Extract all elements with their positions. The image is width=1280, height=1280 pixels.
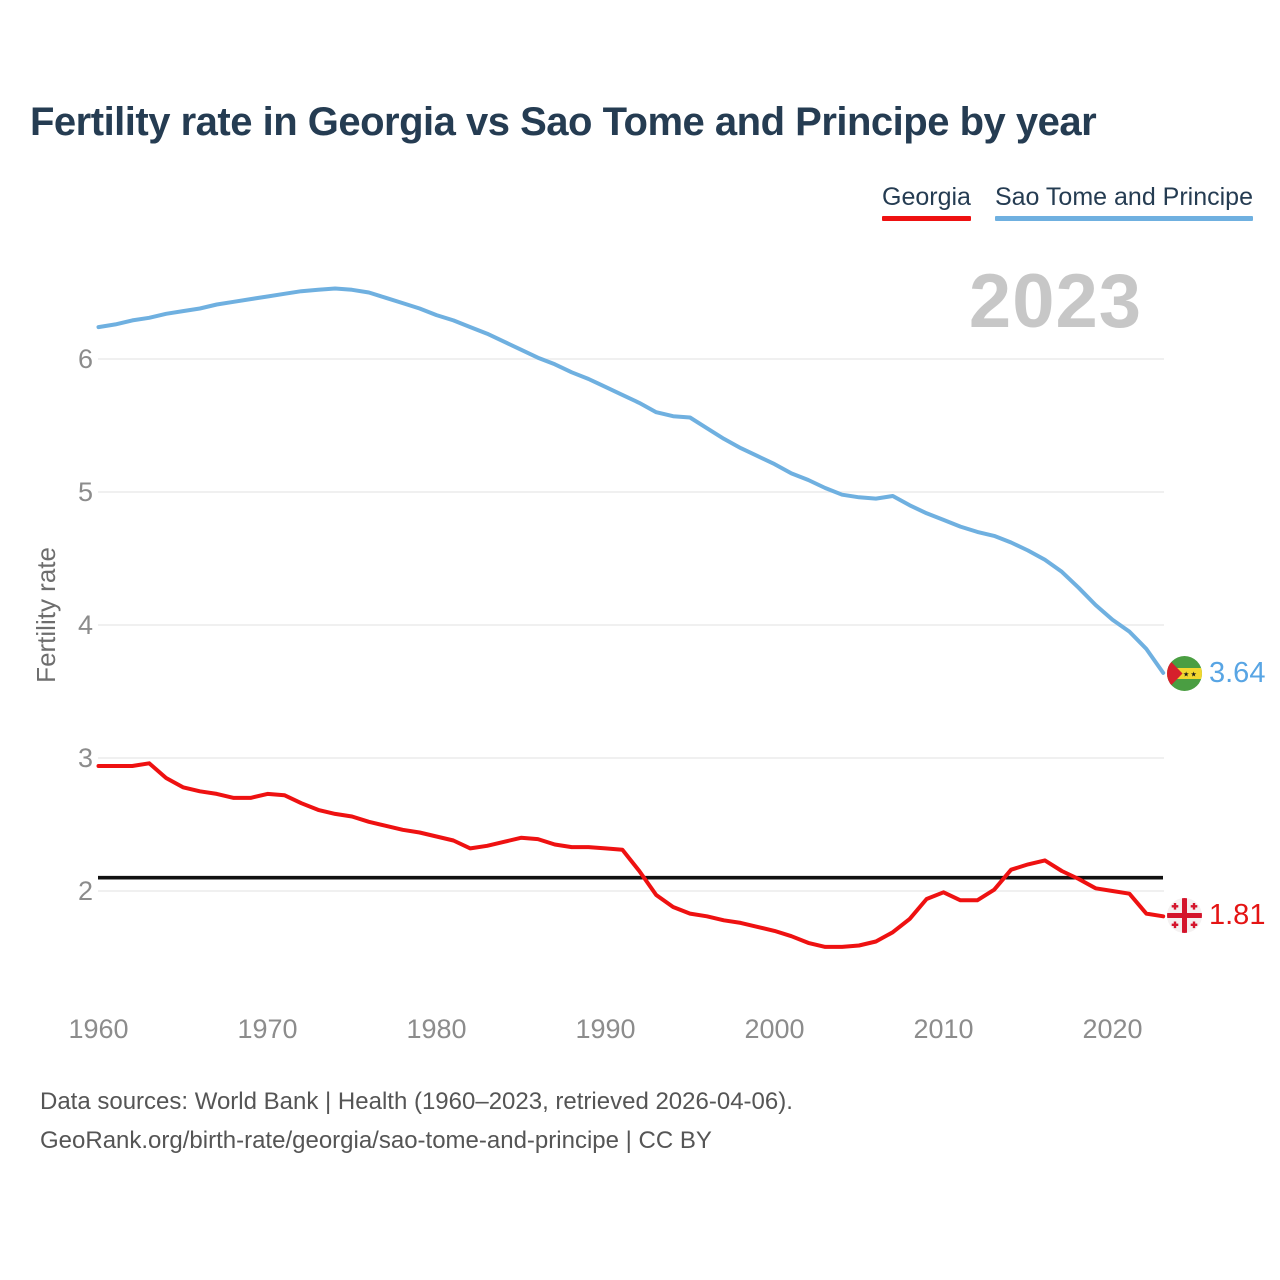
attribution-line[interactable]: GeoRank.org/birth-rate/georgia/sao-tome-…: [40, 1127, 712, 1154]
series-line-sao-tome-and-principe: [96, 286, 1166, 675]
data-sources-line: Data sources: World Bank | Health (1960–…: [40, 1088, 793, 1115]
y-tick-label: 2: [78, 876, 93, 906]
y-tick-label: 4: [78, 610, 93, 640]
y-tick-label: 3: [78, 743, 93, 773]
legend-label-georgia: Georgia: [882, 183, 971, 211]
svg-text:★: ★: [1191, 671, 1197, 679]
x-tick-label: 2010: [913, 1014, 973, 1044]
x-tick-label: 2000: [744, 1014, 804, 1044]
legend: Georgia Sao Tome and Principe: [882, 183, 1253, 221]
legend-underline-georgia: [882, 216, 971, 221]
legend-item-sao-tome[interactable]: Sao Tome and Principe: [994, 183, 1253, 221]
footer: Data sources: World Bank | Health (1960–…: [40, 1082, 793, 1160]
year-watermark: 2023: [968, 259, 1142, 344]
endpoint-value-georgia: 1.81: [1209, 899, 1266, 931]
legend-item-georgia[interactable]: Georgia: [882, 183, 971, 221]
legend-label-sao-tome: Sao Tome and Principe: [994, 183, 1253, 211]
y-tick-label: 5: [78, 477, 93, 507]
x-tick-label: 1970: [237, 1014, 297, 1044]
endpoint-label-georgia: 1.81: [1167, 898, 1265, 933]
page-title: Fertility rate in Georgia vs Sao Tome an…: [30, 100, 1097, 144]
series-line-georgia: [96, 761, 1166, 949]
x-tick-label: 2020: [1082, 1014, 1142, 1044]
x-tick-label: 1960: [68, 1014, 128, 1044]
endpoint-value-sao-tome: 3.64: [1209, 657, 1266, 689]
y-tick-label: 6: [78, 344, 93, 374]
legend-underline-sao-tome: [994, 216, 1253, 221]
endpoint-label-sao-tome: ★ ★ 3.64: [1167, 656, 1265, 691]
sao-tome-flag-icon: ★ ★: [1167, 656, 1202, 691]
svg-text:★: ★: [1183, 671, 1189, 679]
georgia-flag-icon: [1167, 898, 1202, 933]
x-tick-label: 1990: [575, 1014, 635, 1044]
x-tick-label: 1980: [406, 1014, 466, 1044]
